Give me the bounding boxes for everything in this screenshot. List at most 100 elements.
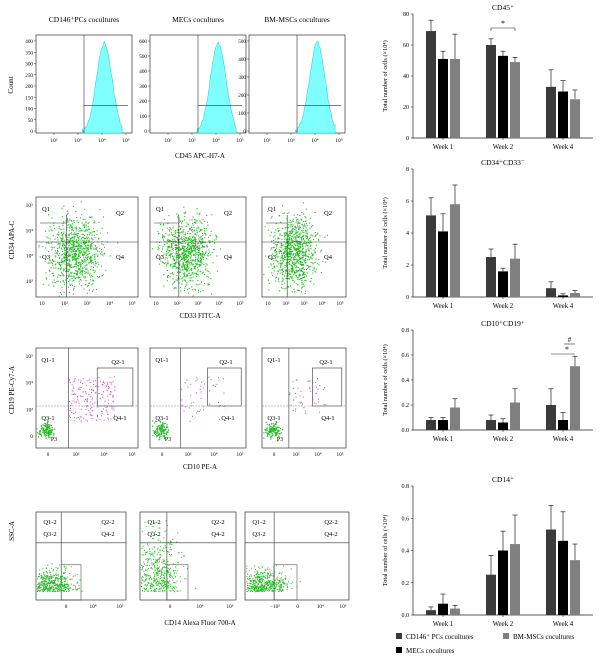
scatter-point [101,243,102,244]
scatter-point [82,254,83,255]
x-tick-label: 10² [164,138,172,144]
scatter-point [64,573,65,574]
x-tick-label: 10⁵ [117,604,124,610]
scatter-point [45,438,46,439]
scatter-point [38,436,39,437]
scatter-point [78,256,79,257]
scatter-point [302,277,303,278]
scatter-point [285,288,286,289]
scatter-point [68,249,69,250]
scatter-point [79,419,80,420]
scatter-point [96,253,97,254]
scatter-point [177,232,178,233]
scatter-point [171,229,172,230]
scatter-point [165,259,166,260]
scatter-point [279,581,280,582]
scatter-point [298,229,299,230]
scatter-point [291,583,292,584]
scatter-point [268,280,269,281]
scatter-point [75,394,76,395]
scatter-point [65,245,66,246]
scatter-point [176,572,177,573]
scatter-point [274,426,275,427]
scatter-point [282,245,283,246]
scatter-point [61,287,62,288]
scatter-point [263,579,264,580]
scatter-point [43,577,44,578]
scatter-point [93,270,94,271]
scatter-point [109,382,110,383]
scatter-point [283,249,284,250]
scatter-point [92,404,93,405]
scatter-point [41,425,42,426]
scatter-point [71,252,72,253]
scatter-point [163,551,164,552]
scatter-point [279,249,280,250]
scatter-point [40,256,41,257]
scatter-point [57,252,58,253]
scatter-point [296,270,297,271]
scatter-point [297,243,298,244]
scatter-point [158,249,159,250]
scatter-point [185,212,186,213]
scatter-point [278,586,279,587]
scatter-point [46,272,47,273]
scatter-point [275,239,276,240]
scatter-point [301,270,302,271]
scatter-point [158,585,159,586]
scatter-point [182,277,183,278]
scatter-point [197,271,198,272]
scatter-point [255,591,256,592]
scatter-point [56,573,57,574]
scatter-point [167,240,168,241]
scatter-point [182,270,183,271]
scatter-point [62,235,63,236]
scatter-point [272,586,273,587]
scatter-point [300,247,301,248]
scatter-point [162,583,163,584]
scatter-point [84,225,85,226]
scatter-point [162,572,163,573]
scatter-point [289,394,290,395]
scatter-point [73,275,74,276]
scatter-point [306,233,307,234]
scatter-point [280,247,281,248]
scatter-point [201,260,202,261]
scatter-point [320,251,321,252]
scatter-point [181,270,182,271]
scatter-point [168,246,169,247]
scatter-point [150,577,151,578]
scatter-point [183,246,184,247]
scatter-point [266,587,267,588]
scatter-point [194,249,195,250]
scatter-point [90,274,91,275]
scatter-point [46,243,47,244]
scatter-point [318,264,319,265]
scatter-point [295,229,296,230]
scatter-point [77,248,78,249]
scatter-point [161,575,162,576]
scatter-point [288,242,289,243]
scatter-point [185,232,186,233]
scatter-point [280,251,281,252]
scatter-point [65,580,66,581]
scatter-point [156,578,157,579]
scatter-point [161,588,162,589]
scatter-point [273,425,274,426]
scatter-point [98,222,99,223]
scatter-point [153,585,154,586]
scatter-point [301,264,302,265]
scatter-point [268,581,269,582]
x-tick-label: 10⁵ [122,138,130,144]
scatter-point [297,255,298,256]
x-tick-label: 10 [265,301,271,307]
scatter-point [184,246,185,247]
scatter-point [83,243,84,244]
scatter-point [311,234,312,235]
scatter-point [290,258,291,259]
scatter-point [173,278,174,279]
scatter-point [271,272,272,273]
scatter-point [77,396,78,397]
scatter-point [59,253,60,254]
x-tick-label: 10³ [293,452,300,458]
